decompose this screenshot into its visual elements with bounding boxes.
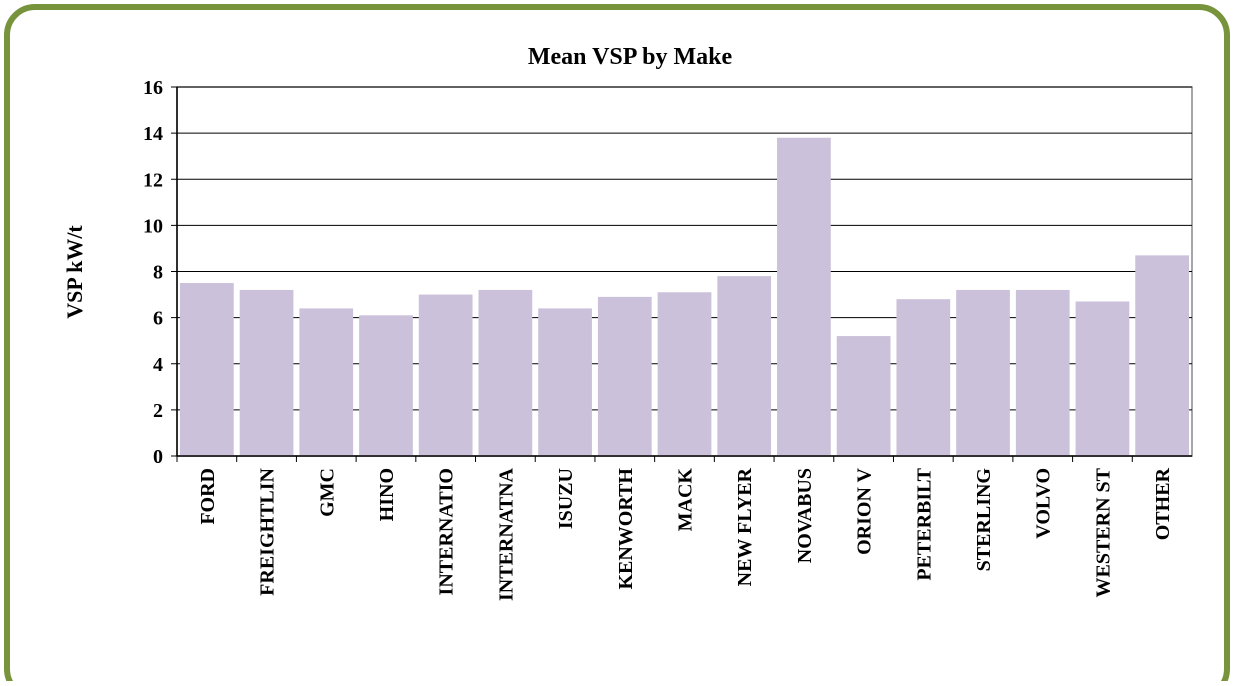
bar [1135, 255, 1190, 456]
bar [478, 289, 533, 456]
x-tick-label: NOVABUS [794, 468, 816, 563]
y-tick-label: 10 [143, 215, 163, 237]
y-tick-label: 14 [143, 123, 163, 145]
y-tick-label: 16 [143, 77, 163, 99]
x-tick-label: INTERNATNA [495, 467, 517, 601]
x-tick-label: PETERBILT [913, 467, 935, 580]
x-tick-label: HINO [376, 468, 398, 521]
bar [299, 308, 354, 456]
y-tick-label: 4 [153, 354, 163, 376]
bar [359, 315, 413, 456]
x-tick-label: ISUZU [555, 468, 577, 529]
bar [538, 308, 592, 456]
bar [777, 137, 831, 457]
bar [717, 276, 772, 456]
x-tick-label: VOLVO [1033, 468, 1055, 539]
bar [179, 283, 234, 456]
chart-title: Mean VSP by Make [528, 44, 733, 70]
x-tick-label: FREIGHTLIN [257, 467, 279, 595]
bar [896, 299, 951, 456]
y-axis-label: VSP kW/t [62, 225, 87, 319]
bar [836, 336, 891, 456]
y-tick-label: 12 [143, 169, 163, 191]
y-tick-label: 2 [153, 400, 163, 422]
bar [956, 289, 1010, 456]
x-tick-label: MACK [675, 468, 697, 532]
y-tick-label: 0 [153, 446, 163, 468]
x-tick-label: ORION V [854, 467, 876, 554]
bar [239, 289, 294, 456]
x-tick-label: INTERNATIO [436, 468, 458, 595]
y-tick-label: 6 [153, 308, 163, 330]
bar [1015, 289, 1070, 456]
bar [418, 294, 473, 456]
bar [1075, 301, 1130, 456]
x-tick-label: KENWORTH [615, 468, 637, 590]
bar [597, 296, 652, 456]
y-tick-label: 8 [153, 262, 163, 284]
x-tick-label: NEW FLYER [734, 467, 756, 586]
x-tick-label: FORD [197, 468, 219, 525]
x-tick-label: GMC [316, 468, 338, 517]
x-tick-label: STERLING [973, 468, 995, 572]
bar [657, 292, 712, 456]
x-tick-label: OTHER [1152, 467, 1174, 540]
x-tick-label: WESTERN ST [1092, 467, 1114, 597]
